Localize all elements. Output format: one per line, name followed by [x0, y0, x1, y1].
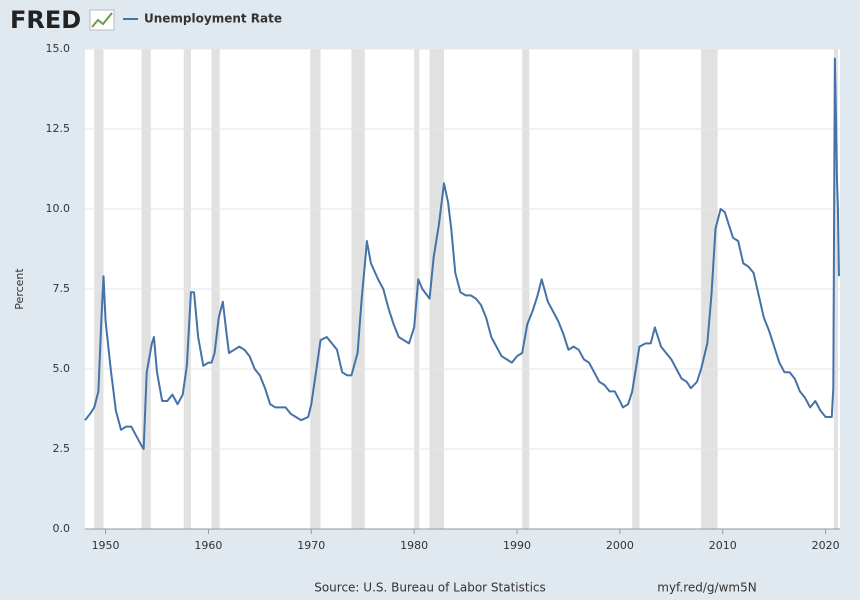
y-tick-label: 7.5	[53, 282, 71, 295]
link[interactable]: myf.red/g/wm5N	[657, 581, 756, 595]
y-tick-label: 0.0	[53, 522, 71, 535]
x-tick-label: 2020	[812, 539, 840, 552]
logo: FRED	[10, 6, 81, 34]
x-tick-label: 2000	[606, 539, 634, 552]
x-tick-label: 1980	[400, 539, 428, 552]
x-tick-label: 1950	[92, 539, 120, 552]
logo-icon-line	[91, 12, 113, 28]
x-tick-label: 1970	[297, 539, 325, 552]
x-tick-label: 1960	[194, 539, 222, 552]
legend-label: Unemployment Rate	[144, 12, 282, 26]
y-tick-label: 10.0	[46, 202, 71, 215]
y-tick-label: 2.5	[53, 442, 71, 455]
y-tick-label: 5.0	[53, 362, 71, 375]
y-axis-label: Percent	[13, 268, 26, 310]
x-tick-label: 2010	[709, 539, 737, 552]
x-tick-label: 1990	[503, 539, 531, 552]
y-tick-label: 15.0	[46, 42, 71, 55]
logo-icon	[89, 9, 115, 31]
source: Source: U.S. Bureau of Labor Statistics	[314, 581, 546, 595]
data-line	[84, 57, 840, 450]
y-tick-label: 12.5	[46, 122, 71, 135]
